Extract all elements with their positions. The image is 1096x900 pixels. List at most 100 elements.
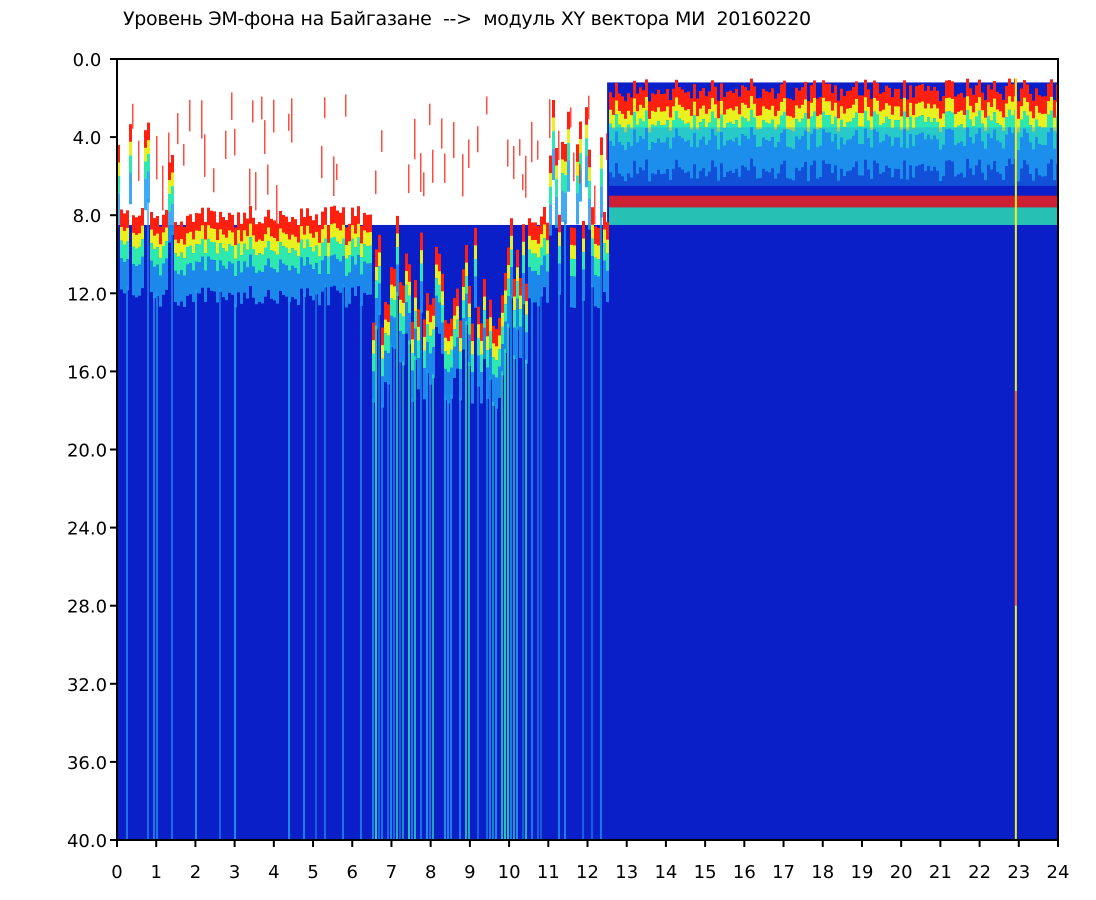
heat-cell-mid: [279, 242, 282, 260]
heatmap-base: [117, 224, 1058, 840]
x-tick-label: 18: [811, 862, 834, 883]
heat-cell-midhigh: [471, 341, 474, 355]
heat-cell-midhigh: [384, 319, 387, 334]
heat-cell-midlow: [234, 276, 237, 308]
heat-cell-high: [654, 195, 657, 208]
heat-streak: [381, 403, 383, 840]
heat-speck: [204, 134, 206, 177]
heat-cell-mid: [1029, 207, 1032, 225]
heat-cell-midhigh: [1050, 96, 1053, 111]
heat-cell-midhigh: [858, 112, 861, 127]
heat-cell-mid: [1047, 114, 1050, 133]
heat-cell-midlow: [228, 261, 231, 293]
heat-cell-midlow: [999, 127, 1002, 186]
heat-cell-high: [489, 299, 492, 324]
heat-cell-mid: [990, 120, 993, 139]
heat-cell-mid: [807, 207, 810, 225]
heat-cell-mid: [690, 207, 693, 225]
heat-cell-midlow: [327, 274, 330, 306]
heat-cell-high: [858, 195, 861, 208]
heat-cell-midhigh: [450, 336, 453, 350]
heat-cell-mid: [939, 207, 942, 225]
heat-cell-high: [510, 218, 513, 240]
heat-cell-midlow: [747, 127, 750, 186]
heat-cell-mid: [492, 357, 495, 375]
heat-cell-midlow: [843, 127, 846, 186]
heat-cell-high: [993, 81, 996, 101]
heat-cell-midlow: [795, 136, 798, 168]
heat-cell-mid: [780, 207, 783, 225]
heat-cell-high: [432, 298, 435, 320]
heat-cell-midlow: [345, 276, 348, 308]
heat-cell-midlow: [1008, 127, 1011, 186]
heat-cell-midlow: [423, 368, 426, 400]
x-tick-label: 21: [929, 862, 952, 883]
heat-cell-midhigh: [240, 241, 243, 256]
heat-cell-midhigh: [960, 110, 963, 125]
heat-cell-high: [657, 89, 660, 119]
heat-cell-midlow: [357, 254, 360, 287]
heat-cell-midhigh: [1002, 117, 1005, 132]
heat-streak: [531, 298, 533, 840]
heat-cell-midhigh: [219, 229, 222, 244]
heat-cell-high: [891, 195, 894, 208]
heat-cell-mid: [930, 122, 933, 140]
heat-cell-mid: [396, 247, 399, 265]
heat-cell-mid: [663, 124, 666, 143]
heat-cell-high: [183, 226, 186, 256]
heat-cell-midlow: [171, 203, 174, 235]
heat-cell-midlow: [963, 146, 966, 178]
heat-cell-midhigh: [567, 129, 570, 143]
heat-cell-midlow: [138, 264, 141, 296]
heat-cell-high: [219, 211, 222, 232]
heat-cell-high: [648, 195, 651, 208]
heat-cell-midhigh: [156, 233, 159, 248]
heat-cell-mid: [711, 207, 714, 225]
heat-cell-midlow: [498, 366, 501, 398]
heat-cell-high: [873, 195, 876, 208]
heat-cell-high: [621, 96, 624, 118]
heat-cell-mid: [162, 246, 165, 264]
heat-cell-mid: [753, 207, 756, 225]
heat-cell-mid: [885, 116, 888, 135]
heat-cell-midlow: [708, 140, 711, 172]
heat-cell-midlow: [831, 127, 834, 186]
heat-cell-high: [549, 155, 552, 176]
heat-cell-midlow: [195, 261, 198, 293]
heat-cell-midlow: [765, 127, 768, 186]
heat-cell-high: [735, 195, 738, 208]
heat-cell-midlow: [975, 134, 978, 166]
heat-cell-midhigh: [639, 104, 642, 119]
heat-cell-high: [600, 137, 603, 160]
heat-cell-midhigh: [687, 109, 690, 123]
heat-cell-mid: [207, 238, 210, 257]
heat-cell-midhigh: [375, 266, 378, 281]
heat-cell-midlow: [627, 127, 630, 186]
heat-cell-high: [690, 195, 693, 208]
heat-cell-high: [426, 293, 429, 325]
heat-cell-mid: [618, 207, 621, 225]
heat-cell-mid: [855, 207, 858, 225]
heat-cell-high: [723, 195, 726, 208]
heat-cell-high: [447, 323, 450, 342]
heat-cell-high: [843, 95, 846, 121]
heat-cell-midlow: [246, 267, 249, 299]
heat-cell-mid: [819, 207, 822, 225]
heat-cell-mid: [276, 254, 279, 273]
heat-cell-midlow: [1002, 127, 1005, 186]
heat-cell-midlow: [990, 138, 993, 170]
heat-cell-midlow: [534, 271, 537, 303]
heat-cell-midhigh: [873, 98, 876, 112]
heat-cell-midhigh: [405, 271, 408, 285]
heat-streak: [219, 287, 221, 840]
heat-cell-midhigh: [843, 113, 846, 128]
heat-cell-high: [1032, 195, 1035, 208]
heat-cell-mid: [267, 241, 270, 259]
heat-cell-midlow: [969, 127, 972, 186]
heat-cell-midlow: [252, 266, 255, 298]
heat-cell-mid: [372, 353, 375, 372]
heat-cell-mid: [360, 257, 363, 275]
heat-cell-midhigh: [633, 98, 636, 113]
heat-cell-midlow: [795, 127, 798, 186]
heat-cell-high: [906, 195, 909, 208]
